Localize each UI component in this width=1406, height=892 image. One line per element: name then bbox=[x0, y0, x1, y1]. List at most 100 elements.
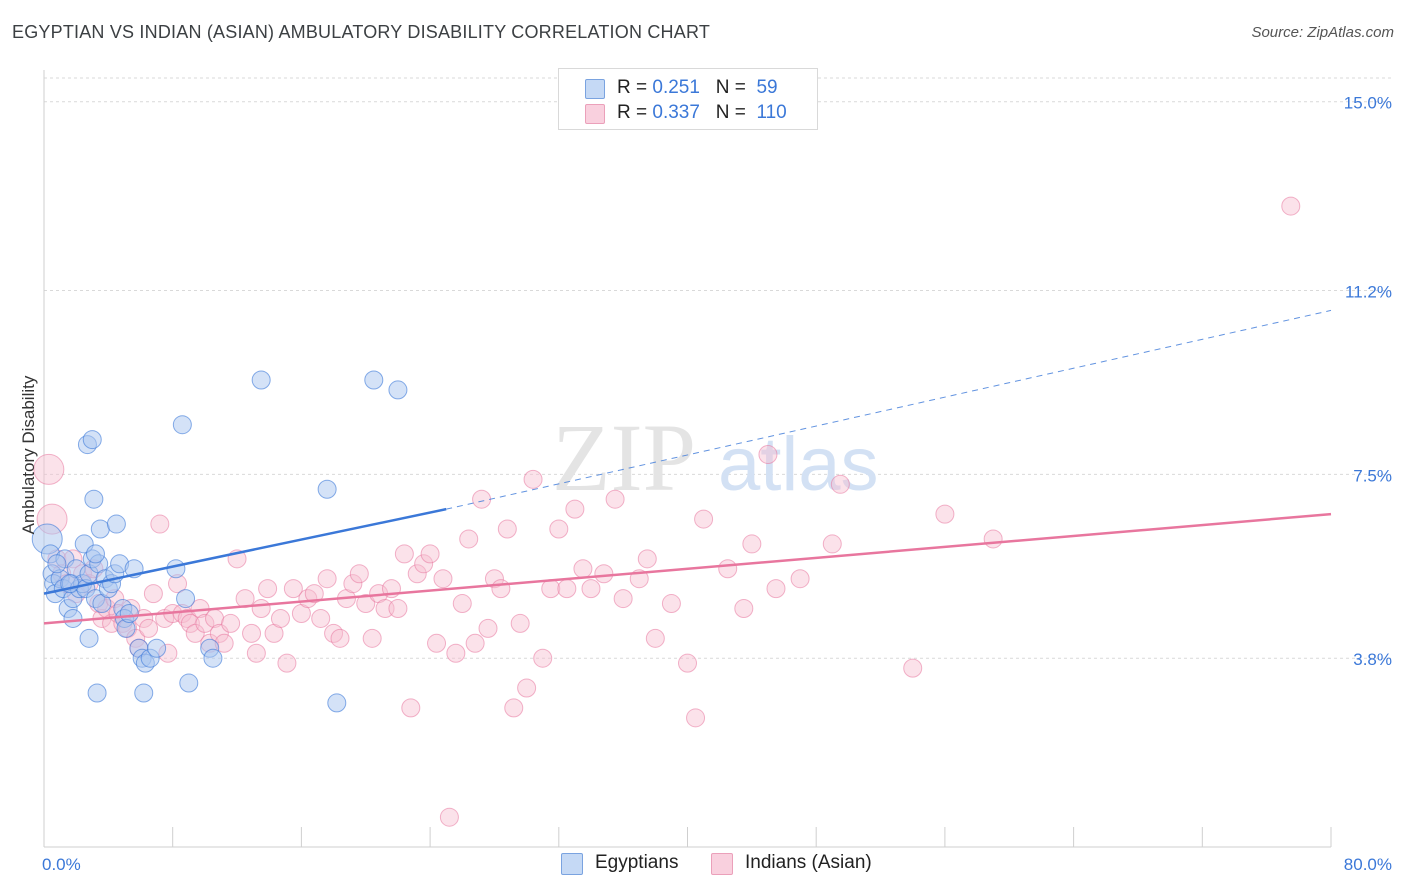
legend-swatch-blue bbox=[585, 79, 605, 99]
point-indians bbox=[246, 643, 266, 663]
point-indians bbox=[766, 579, 786, 599]
legend-n-value: 59 bbox=[756, 77, 778, 98]
legend-n-label: N = bbox=[715, 77, 746, 98]
point-indians bbox=[324, 623, 344, 643]
point-indians bbox=[427, 633, 447, 653]
point-indians bbox=[472, 489, 492, 509]
point-egyptians bbox=[84, 489, 104, 509]
point-indians bbox=[549, 519, 569, 539]
point-indians bbox=[734, 599, 754, 619]
point-indians bbox=[407, 564, 427, 584]
trend-lines bbox=[43, 309, 1332, 625]
point-indians bbox=[221, 613, 241, 633]
point-egyptians bbox=[179, 673, 199, 693]
legend-r-value: 0.251 bbox=[652, 77, 700, 98]
y-tick-label: 15.0% bbox=[1344, 94, 1392, 113]
point-egyptians bbox=[388, 380, 408, 400]
point-indians bbox=[822, 534, 842, 554]
point-indians bbox=[491, 579, 511, 599]
point-egyptians bbox=[251, 370, 271, 390]
point-egyptians bbox=[47, 554, 67, 574]
point-indians bbox=[686, 708, 706, 728]
axis-labels: 3.8% 7.5% 11.2% 15.0% 0.0% 80.0% Ambulatory Di… bbox=[19, 94, 1392, 874]
point-indians bbox=[185, 623, 205, 643]
point-indians bbox=[510, 613, 530, 633]
point-indians bbox=[637, 549, 657, 569]
point-indians bbox=[465, 633, 485, 653]
point-indians bbox=[533, 648, 553, 668]
legend-r-value: 0.337 bbox=[652, 102, 700, 123]
point-indians bbox=[401, 698, 421, 718]
point-indians bbox=[605, 489, 625, 509]
point-indians bbox=[439, 807, 459, 827]
point-egyptians bbox=[87, 683, 107, 703]
point-indians bbox=[177, 608, 197, 628]
point-indians bbox=[935, 504, 955, 524]
point-indians bbox=[830, 474, 850, 494]
point-indians bbox=[517, 678, 537, 698]
point-indians bbox=[242, 623, 262, 643]
point-indians bbox=[613, 589, 633, 609]
watermark-zip: ZIP bbox=[552, 404, 696, 511]
axis-layer bbox=[43, 70, 1332, 848]
point-indians bbox=[195, 613, 215, 633]
y-axis-label: Ambulatory Disability bbox=[19, 375, 38, 534]
point-indians bbox=[694, 509, 714, 529]
point-indians bbox=[718, 559, 738, 579]
bottom-legend-label-egyptians: Egyptians bbox=[595, 852, 679, 873]
trend-egyptians bbox=[43, 507, 447, 595]
point-egyptians bbox=[203, 648, 223, 668]
point-indians bbox=[678, 653, 697, 673]
point-indians bbox=[375, 599, 395, 619]
point-indians bbox=[414, 554, 434, 574]
point-indians bbox=[277, 653, 297, 673]
point-egyptians bbox=[82, 430, 102, 450]
point-egyptians bbox=[106, 514, 126, 534]
point-egyptians bbox=[119, 603, 139, 623]
point-indians bbox=[790, 569, 810, 589]
legend-n-label: N = bbox=[715, 102, 746, 123]
legend-r-label: R = bbox=[617, 102, 648, 123]
point-indians bbox=[330, 628, 350, 648]
point-indians bbox=[283, 579, 303, 599]
legend-swatch-pink bbox=[585, 104, 605, 124]
point-indians bbox=[388, 599, 408, 619]
y-tick-label: 11.2% bbox=[1345, 283, 1392, 302]
egyptians-points bbox=[31, 370, 408, 713]
point-indians bbox=[497, 519, 517, 539]
point-egyptians bbox=[79, 628, 99, 648]
point-indians bbox=[523, 469, 543, 489]
point-indians bbox=[362, 628, 382, 648]
point-indians bbox=[983, 529, 1003, 549]
point-indians bbox=[573, 559, 593, 579]
legend: R = 0.251 N = 59 R = 0.337 N = 110 bbox=[558, 68, 818, 130]
trend-egyptians-projection bbox=[446, 309, 1332, 510]
point-egyptians bbox=[90, 519, 110, 539]
point-egyptians bbox=[317, 479, 337, 499]
point-egyptians bbox=[63, 608, 83, 628]
point-indians bbox=[394, 544, 414, 564]
point-indians bbox=[349, 564, 369, 584]
indians-points bbox=[33, 196, 1301, 827]
point-egyptians bbox=[364, 370, 384, 390]
grid-layer bbox=[44, 77, 1392, 659]
point-indians bbox=[150, 514, 170, 534]
point-indians bbox=[420, 544, 440, 564]
point-indians bbox=[452, 594, 472, 614]
point-indians bbox=[645, 628, 665, 648]
watermark: ZIP atlas bbox=[552, 404, 879, 511]
trend-indians bbox=[43, 512, 1332, 625]
point-indians bbox=[304, 584, 324, 604]
point-indians bbox=[258, 579, 278, 599]
point-indians bbox=[180, 613, 200, 633]
bottom-legend-swatch-pink bbox=[711, 853, 733, 875]
legend-n-value: 110 bbox=[756, 102, 787, 123]
point-indians bbox=[317, 569, 337, 589]
point-indians bbox=[541, 579, 561, 599]
point-indians bbox=[270, 608, 290, 628]
point-indians bbox=[581, 579, 601, 599]
point-indians bbox=[356, 594, 376, 614]
bottom-legend-label-indians: Indians (Asian) bbox=[745, 852, 872, 873]
bottom-legend-swatch-blue bbox=[561, 853, 583, 875]
